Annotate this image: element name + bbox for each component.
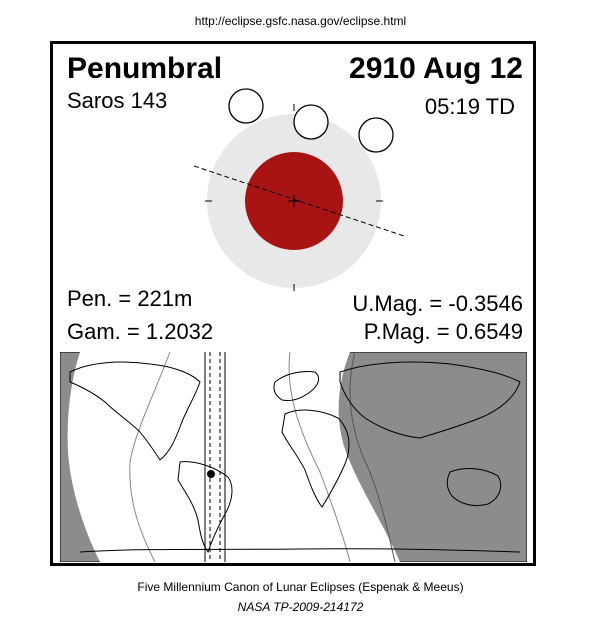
saros-number: Saros 143 xyxy=(67,88,168,113)
visibility-world-map xyxy=(60,352,527,562)
canon-reference: Five Millennium Canon of Lunar Eclipses … xyxy=(137,580,464,594)
penumbral-contact-curve-1 xyxy=(129,352,171,562)
penumbral-contact-curve-3 xyxy=(349,352,396,562)
sub-lunar-point-marker xyxy=(207,470,215,478)
eclipse-panel xyxy=(50,41,536,566)
ecliptic-line xyxy=(193,165,405,237)
eclipse-type: Penumbral xyxy=(67,52,223,85)
gamma-value: Gam. = 1.2032 xyxy=(67,319,214,344)
asia-outline xyxy=(339,361,521,439)
africa-outline xyxy=(281,409,350,508)
south-america-outline xyxy=(177,461,233,554)
eclipse-date: 2910 Aug 12 xyxy=(349,52,523,85)
antarctica-outline xyxy=(79,548,521,553)
umbral-magnitude: U.Mag. = -0.3546 xyxy=(352,291,523,316)
greatest-eclipse-time: 05:19 TD xyxy=(424,94,515,119)
penumbral-contact-curve-2 xyxy=(288,352,351,562)
moon-greatest-eclipse xyxy=(293,104,329,140)
moon-last-contact xyxy=(358,117,394,153)
penumbral-duration: Pen. = 221m xyxy=(67,286,193,311)
visibility-region xyxy=(210,352,400,562)
publication-reference: NASA TP-2009-214172 xyxy=(237,600,364,614)
europe-outline xyxy=(273,371,320,401)
north-america-outline xyxy=(69,361,201,461)
no-visibility-region-west xyxy=(67,352,222,562)
penumbral-magnitude: P.Mag. = 0.6549 xyxy=(363,319,523,344)
source-url[interactable]: http://eclipse.gsfc.nasa.gov/eclipse.htm… xyxy=(194,14,407,28)
moon-first-contact xyxy=(228,88,264,124)
australia-outline xyxy=(446,468,502,507)
